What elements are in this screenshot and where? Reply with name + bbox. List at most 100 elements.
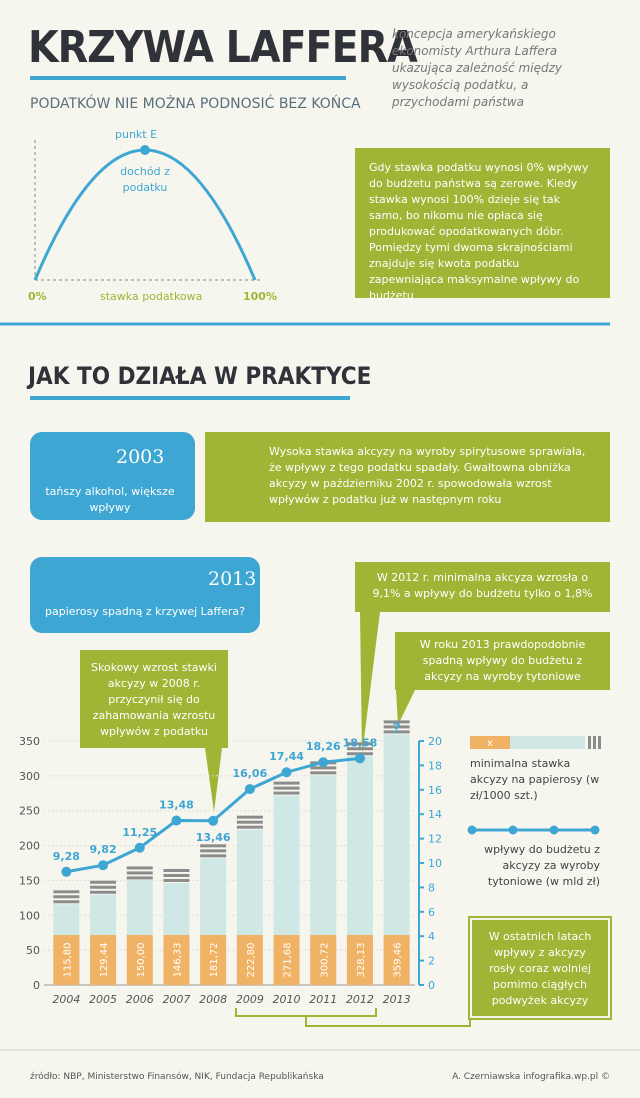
description: koncepcja amerykańskiego ekonomisty Arth… xyxy=(392,27,562,109)
bar-stripe xyxy=(310,766,337,770)
callout-text: W 2012 r. minimalna akcyza wzrosła o 9,1… xyxy=(372,571,593,600)
callout-text: W roku 2013 prawdopodobnie spadną wpływy… xyxy=(419,638,586,683)
line-value-label: 17,44 xyxy=(269,750,304,763)
case-year: 2003 xyxy=(116,446,165,468)
axis-start: 0% xyxy=(28,290,47,303)
bar-stripe xyxy=(53,895,80,899)
callout-text: W ostatnich latach wpływy z akcyzy rosły… xyxy=(488,930,592,1007)
bar-stripe xyxy=(53,890,80,894)
bar-base xyxy=(236,935,263,985)
x-tick-label: 2005 xyxy=(89,993,117,1006)
bar-stripe xyxy=(200,854,227,858)
x-tick-label: 2004 xyxy=(52,993,80,1006)
line-value-label: 16,06 xyxy=(232,767,267,780)
x-tick-label: 2010 xyxy=(273,993,301,1006)
bar-value-label: 359,46 xyxy=(393,943,404,978)
callout: W roku 2013 prawdopodobnie spadną wpływy… xyxy=(395,632,610,690)
bar-stripe xyxy=(126,871,153,875)
bar-value-label: 129,44 xyxy=(99,943,110,978)
legend-symbol: x xyxy=(487,738,493,749)
axis-end: 100% xyxy=(243,290,277,303)
bar-stripe xyxy=(273,791,300,795)
y-tick-label: 0 xyxy=(33,979,40,992)
bar-value-label: 181,72 xyxy=(209,943,220,978)
legend-stripe xyxy=(598,736,601,749)
y-tick-label: 50 xyxy=(26,944,40,957)
y-tick-label: 150 xyxy=(19,874,40,887)
bar-value-label: 271,68 xyxy=(283,943,294,978)
legend-stripe xyxy=(593,736,596,749)
bar-base xyxy=(53,935,80,985)
y2-tick-label: 4 xyxy=(428,930,435,943)
line-point xyxy=(318,757,329,768)
bar-stripe xyxy=(383,730,410,734)
y2-tick-label: 0 xyxy=(428,979,435,992)
bar-stripe xyxy=(126,876,153,880)
bar-stripe xyxy=(200,849,227,853)
y2-tick-label: 8 xyxy=(428,881,435,894)
callout-pointer xyxy=(360,612,380,755)
peak-caption: dochód z podatku xyxy=(120,165,170,194)
x-tick-label: 2012 xyxy=(346,993,374,1006)
bar-value-label: 115,80 xyxy=(62,943,73,978)
line-value-label: 11,25 xyxy=(122,826,157,839)
y2-tick-label: 10 xyxy=(428,857,442,870)
line-value-label: 9,82 xyxy=(89,843,116,856)
x-tick-label: 2011 xyxy=(309,993,337,1006)
case-box xyxy=(30,557,260,633)
y2-tick-label: 14 xyxy=(428,808,442,821)
legend-point xyxy=(508,825,518,835)
annotation: ? xyxy=(393,721,401,737)
line-point xyxy=(244,784,255,795)
y-tick-label: 100 xyxy=(19,909,40,922)
bar-value-label: 300,72 xyxy=(319,943,330,978)
y2-tick-label: 16 xyxy=(428,784,442,797)
case-year: 2013 xyxy=(208,568,257,590)
bar-stripe xyxy=(236,825,263,829)
x-tick-label: 2009 xyxy=(236,993,264,1006)
bar-value-label: 222,80 xyxy=(246,943,257,978)
bar-base xyxy=(273,935,300,985)
section-title: JAK TO DZIAŁA W PRAKTYCE xyxy=(28,362,372,390)
line-point xyxy=(281,767,292,778)
callout-pointer xyxy=(205,748,222,812)
bar-stripe xyxy=(200,844,227,848)
chart: 0 50 100 150 200 250 300 350 0 2 4 6 8 10 12 14 16 18 20 20… xyxy=(19,720,601,1006)
bar-base xyxy=(90,935,117,985)
y2-tick-label: 18 xyxy=(428,759,442,772)
y-tick-label: 250 xyxy=(19,805,40,818)
bar-stripe xyxy=(346,747,373,751)
case-caption: tańszy alkohol, większe wpływy xyxy=(45,485,175,514)
line-point xyxy=(98,860,109,871)
line-value-label: 13,48 xyxy=(159,799,194,812)
callout: Skokowy wzrost stawki akcyzy w 2008 r. p… xyxy=(80,650,228,748)
bar-stripe xyxy=(90,880,117,884)
note-box: Gdy stawka podatku wynosi 0% wpływy do b… xyxy=(355,148,610,302)
bar-base xyxy=(310,935,337,985)
bar-base xyxy=(200,935,227,985)
line-value-label: 13,46 xyxy=(196,831,231,844)
bar-base xyxy=(126,935,153,985)
bar-stripe xyxy=(90,885,117,889)
legend-point xyxy=(467,825,477,835)
line-value-label: 9,28 xyxy=(53,850,80,863)
callout-pointer xyxy=(396,690,415,725)
bar-stripe xyxy=(163,873,190,877)
y2-tick-label: 20 xyxy=(428,735,442,748)
case-caption: papierosy spadną z krzywej Laffera? xyxy=(44,605,245,618)
case-box xyxy=(30,432,195,520)
bar-base xyxy=(163,935,190,985)
y-tick-label: 300 xyxy=(19,770,40,783)
callout: W ostatnich latach wpływy z akcyzy rosły… xyxy=(468,916,612,1020)
legend-entry: minimalna stawka akcyzy na papierosy (w … xyxy=(470,757,600,802)
bar-value-label: 146,33 xyxy=(172,943,183,978)
bar-stripe xyxy=(236,820,263,824)
bar-stripe xyxy=(273,786,300,790)
legend-stripe xyxy=(588,736,591,749)
bar-base xyxy=(383,935,410,985)
bar-value-label: 150,00 xyxy=(136,943,147,978)
peak-label: punkt E xyxy=(115,128,158,141)
peak-point xyxy=(140,145,150,155)
